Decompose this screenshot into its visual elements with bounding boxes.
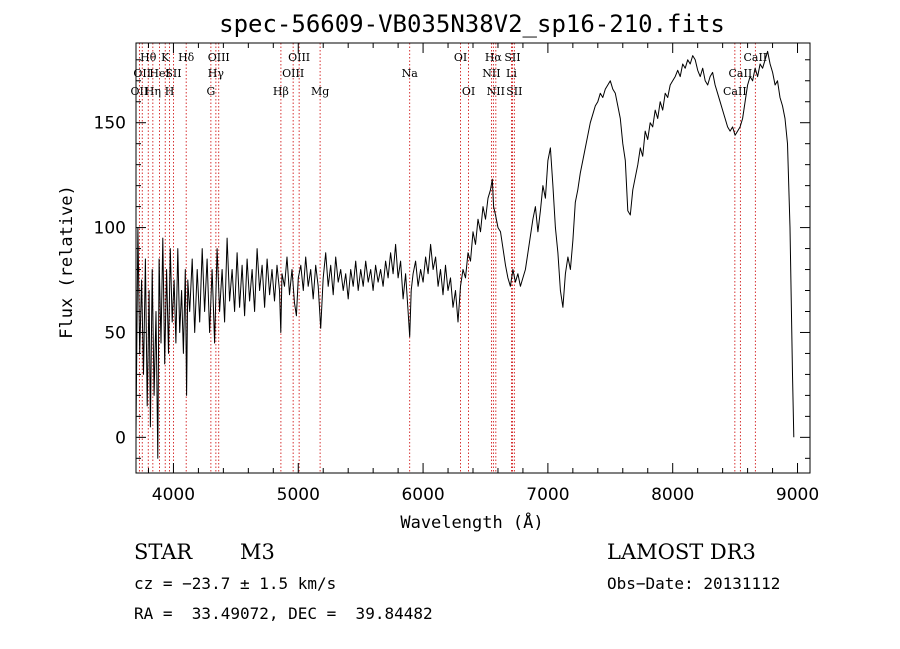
spectral-line-label: Hδ <box>178 51 195 64</box>
spectral-line-markers <box>138 43 756 473</box>
spectral-line-label: CaII <box>729 67 753 80</box>
spectral-line-label: G <box>206 85 215 98</box>
y-axis-label: Flux (relative) <box>57 185 77 339</box>
spectral-line-label: SII <box>504 51 520 64</box>
x-tick-label: 5000 <box>277 485 320 505</box>
spectral-line-label: HeI <box>149 67 169 80</box>
spectral-line-label: OIII <box>208 51 230 64</box>
spectral-line-label: OII <box>131 85 149 98</box>
chart-title: spec-56609-VB035N38V2_sp16-210.fits <box>219 10 725 38</box>
x-tick-label: 4000 <box>152 485 195 505</box>
y-tick-label: 0 <box>115 428 126 448</box>
spectral-line-labels: OII OII Hθ Hη HeI K H SII Hδ G Hγ OIII Hβ OIII OIII Mg N… <box>131 51 768 98</box>
spectral-line-label: NII <box>487 85 505 98</box>
plot-frame <box>135 42 811 474</box>
observation-date: Obs−Date: 20131112 <box>607 574 781 593</box>
survey-release: LAMOST DR3 <box>607 540 756 564</box>
redshift-value: cz = −23.7 ± 1.5 km/s <box>134 574 337 593</box>
spectral-line-label: CaII <box>743 51 767 64</box>
spectral-line-label: SII <box>506 85 522 98</box>
spectral-line-label: OI <box>462 85 475 98</box>
object-class: STAR <box>134 540 193 564</box>
spectral-line-label: OI <box>454 51 467 64</box>
spectral-line-label: K <box>161 51 170 64</box>
y-tick-label: 150 <box>94 114 126 134</box>
spectral-line-label: H <box>165 85 175 98</box>
spectral-line-label: Na <box>402 67 419 80</box>
spectral-line-label: CaII <box>723 85 747 98</box>
spectrum-series <box>135 50 795 459</box>
spectral-line-label: Hη <box>145 85 161 98</box>
spectral-line-label: OII <box>133 67 151 80</box>
y-tick-label: 100 <box>94 219 126 239</box>
spectral-line-label: Hγ <box>208 67 225 80</box>
object-subclass: M3 <box>240 540 275 564</box>
spectral-line-label: Li <box>506 67 517 80</box>
spectral-line-label: OIII <box>282 67 304 80</box>
x-axis-label: Wavelength (Å) <box>400 511 543 533</box>
x-tick-label: 6000 <box>401 485 444 505</box>
x-tick-label: 7000 <box>526 485 569 505</box>
spectral-line-label: Mg <box>311 85 329 98</box>
spectral-line-label: Hα <box>485 51 503 64</box>
spectrum-line <box>135 50 795 459</box>
x-tick-label: 8000 <box>651 485 694 505</box>
spectral-line-label: Hβ <box>273 85 289 98</box>
spectral-line-label: OIII <box>288 51 310 64</box>
x-tick-label: 9000 <box>776 485 819 505</box>
spectral-line-label: Hθ <box>140 51 157 64</box>
axis-ticks: 4000 5000 6000 7000 8000 9000 0 50 100 150 <box>94 43 819 505</box>
coordinates: RA = 33.49072, DEC = 39.84482 <box>134 604 433 623</box>
spectral-line-label: NII <box>482 67 500 80</box>
spectral-line-label: SII <box>165 67 181 80</box>
y-tick-label: 50 <box>104 323 126 343</box>
